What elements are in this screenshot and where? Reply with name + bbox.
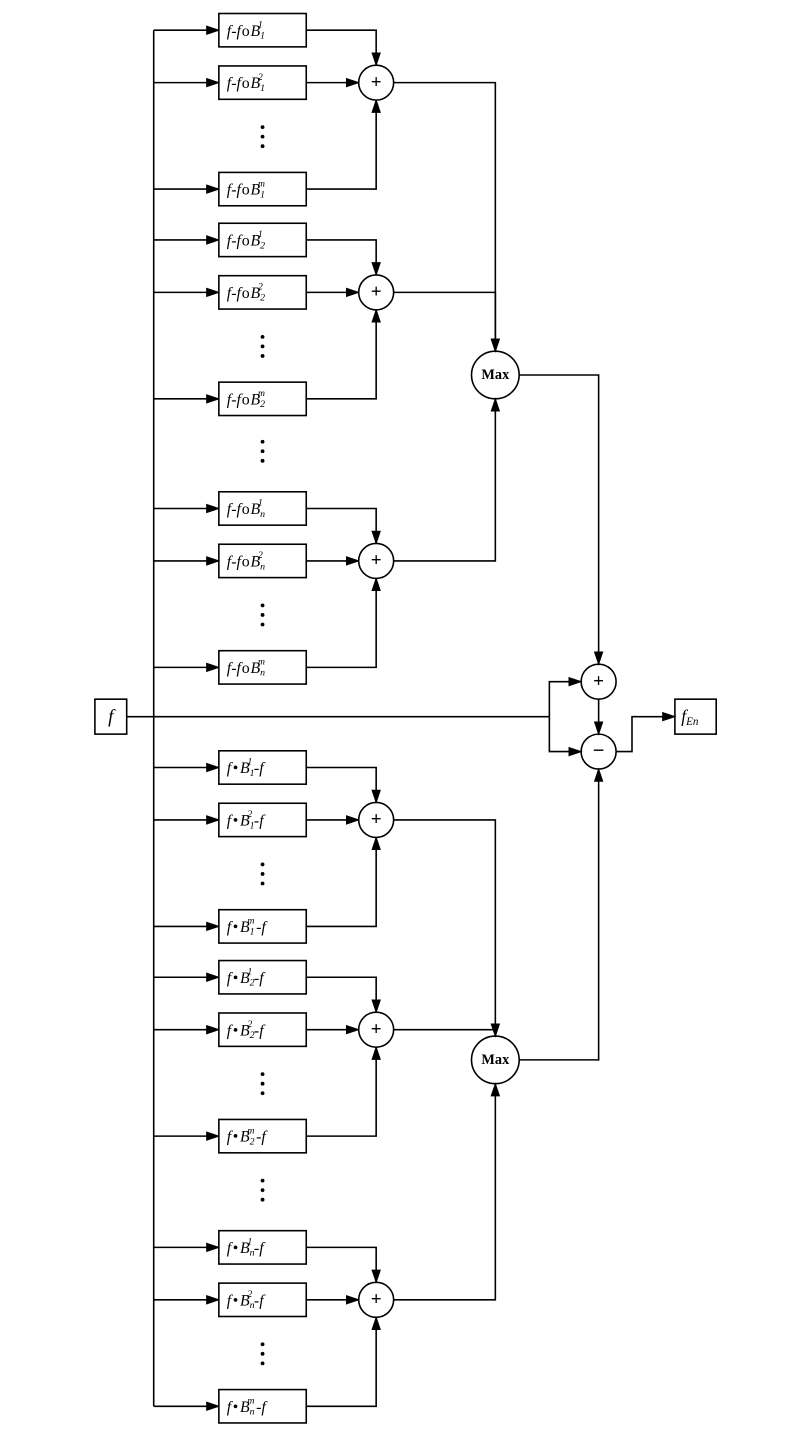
op-label: f-foB2m	[227, 388, 265, 410]
minus-label: −	[593, 740, 605, 762]
op-label: f•B21-f	[227, 967, 266, 989]
op-label: f•B1m-f	[227, 916, 269, 938]
op-label: f•B2m-f	[227, 1126, 269, 1148]
max-label: Max	[481, 1052, 510, 1068]
op-label: f-foBnm	[227, 657, 265, 679]
sum-label: +	[371, 550, 382, 571]
op-label: f-foB1m	[227, 179, 265, 201]
sum-label: +	[371, 282, 382, 303]
plus-label: +	[593, 671, 604, 692]
op-label: f•Bn1-f	[227, 1237, 266, 1259]
sum-label: +	[371, 809, 382, 830]
op-label: f-foBn1	[227, 498, 265, 520]
op-label: f•B11-f	[227, 757, 266, 779]
op-label: f-foB22	[227, 282, 265, 304]
op-label: f•Bn2-f	[227, 1289, 266, 1311]
op-label: f-foB11	[227, 20, 265, 42]
sum-label: +	[371, 1019, 382, 1040]
op-label: f-foB12	[227, 72, 265, 94]
op-label: f•B22-f	[227, 1019, 266, 1041]
diagram-canvas: ff-foB11f-foB12f-foB1m+f-foB21f-foB22f-f…	[0, 0, 800, 1446]
op-label: f•Bnm-f	[227, 1396, 269, 1418]
max-label: Max	[481, 367, 510, 383]
op-label: f-foBn2	[227, 550, 265, 572]
op-label: f•B12-f	[227, 809, 266, 831]
op-label: f-foB21	[227, 229, 265, 251]
sum-label: +	[371, 1289, 382, 1310]
sum-label: +	[371, 72, 382, 93]
